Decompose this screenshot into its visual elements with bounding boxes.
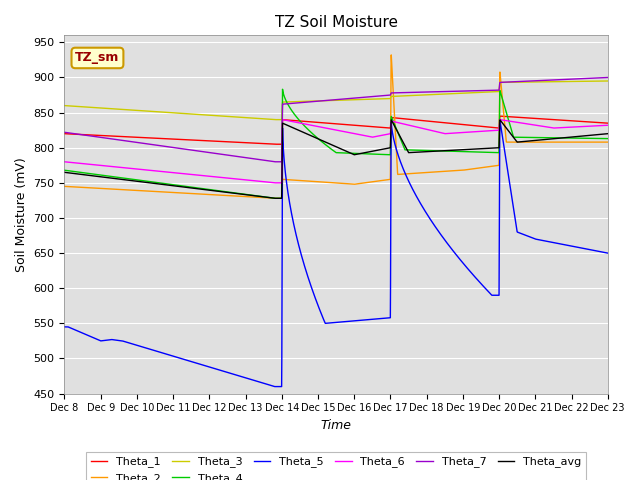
Theta_7 — [535, 78, 543, 84]
Theta_avg — [155, 181, 163, 187]
Theta_2 — [604, 139, 612, 145]
Theta_3 — [604, 78, 612, 84]
Theta_avg — [122, 177, 130, 183]
Theta_7 — [61, 130, 68, 135]
Theta_5 — [604, 250, 612, 256]
Line: Theta_4: Theta_4 — [65, 89, 608, 198]
Theta_6 — [122, 165, 130, 171]
Theta_avg — [604, 131, 612, 137]
Theta_2 — [155, 189, 163, 194]
Theta_2 — [292, 178, 300, 183]
Theta_3 — [61, 103, 68, 108]
Theta_5 — [535, 237, 543, 242]
Line: Theta_2: Theta_2 — [65, 55, 608, 198]
Theta_1 — [61, 131, 68, 137]
Theta_7 — [271, 159, 278, 165]
Theta_4 — [155, 180, 163, 186]
Theta_avg — [292, 126, 300, 132]
Theta_avg — [535, 137, 543, 143]
Theta_4 — [271, 195, 278, 201]
Theta_6 — [593, 123, 601, 129]
Theta_7 — [593, 75, 601, 81]
Line: Theta_avg: Theta_avg — [65, 120, 608, 198]
Theta_4 — [269, 195, 276, 201]
Line: Theta_5: Theta_5 — [65, 120, 608, 386]
Theta_1 — [496, 113, 504, 119]
Title: TZ Soil Moisture: TZ Soil Moisture — [275, 15, 397, 30]
Theta_4 — [61, 168, 68, 173]
Theta_5 — [122, 339, 130, 345]
Theta_5 — [155, 349, 163, 355]
Theta_2 — [271, 195, 278, 201]
Theta_4 — [593, 135, 601, 141]
Theta_1 — [292, 118, 300, 124]
Theta_3 — [271, 117, 278, 122]
Theta_5 — [496, 118, 504, 123]
Theta_7 — [122, 138, 130, 144]
Theta_2 — [61, 183, 68, 189]
Theta_1 — [155, 135, 163, 141]
Theta_5 — [593, 248, 601, 254]
Theta_3 — [292, 99, 300, 105]
Theta_2 — [535, 139, 543, 145]
Theta_2 — [387, 52, 395, 58]
Theta_2 — [122, 187, 130, 193]
Theta_1 — [593, 120, 601, 125]
Theta_1 — [269, 141, 276, 147]
Theta_4 — [122, 176, 130, 181]
Theta_avg — [61, 169, 68, 175]
Legend: Theta_1, Theta_2, Theta_3, Theta_4, Theta_5, Theta_6, Theta_7, Theta_avg: Theta_1, Theta_2, Theta_3, Theta_4, Thet… — [86, 452, 586, 480]
Theta_6 — [535, 123, 543, 129]
X-axis label: Time: Time — [321, 419, 351, 432]
Theta_4 — [278, 86, 286, 92]
Line: Theta_6: Theta_6 — [65, 120, 608, 183]
Theta_7 — [269, 159, 276, 165]
Text: TZ_sm: TZ_sm — [76, 51, 120, 64]
Theta_6 — [271, 180, 278, 186]
Theta_3 — [535, 79, 543, 85]
Line: Theta_1: Theta_1 — [65, 116, 608, 144]
Theta_3 — [122, 107, 130, 113]
Theta_avg — [496, 117, 504, 123]
Theta_2 — [593, 139, 601, 145]
Theta_1 — [604, 120, 612, 126]
Theta_3 — [593, 78, 601, 84]
Theta_avg — [593, 132, 601, 138]
Theta_6 — [278, 117, 286, 122]
Theta_5 — [292, 233, 300, 239]
Theta_6 — [269, 180, 276, 186]
Theta_avg — [269, 195, 276, 201]
Theta_7 — [155, 143, 163, 148]
Theta_5 — [269, 383, 276, 389]
Theta_6 — [61, 159, 68, 165]
Theta_6 — [155, 168, 163, 174]
Y-axis label: Soil Moisture (mV): Soil Moisture (mV) — [15, 157, 28, 272]
Theta_4 — [535, 135, 543, 141]
Theta_7 — [292, 100, 300, 106]
Theta_2 — [269, 195, 276, 201]
Theta_6 — [293, 120, 301, 125]
Theta_1 — [122, 134, 130, 140]
Theta_5 — [61, 324, 68, 330]
Theta_1 — [271, 141, 278, 147]
Theta_7 — [604, 74, 612, 80]
Theta_4 — [293, 114, 301, 120]
Theta_3 — [269, 117, 276, 122]
Theta_3 — [155, 109, 163, 115]
Theta_6 — [604, 122, 612, 128]
Theta_1 — [535, 116, 543, 121]
Line: Theta_7: Theta_7 — [65, 77, 608, 162]
Theta_avg — [271, 195, 278, 201]
Line: Theta_3: Theta_3 — [65, 81, 608, 120]
Theta_4 — [604, 136, 612, 142]
Theta_5 — [271, 384, 278, 389]
